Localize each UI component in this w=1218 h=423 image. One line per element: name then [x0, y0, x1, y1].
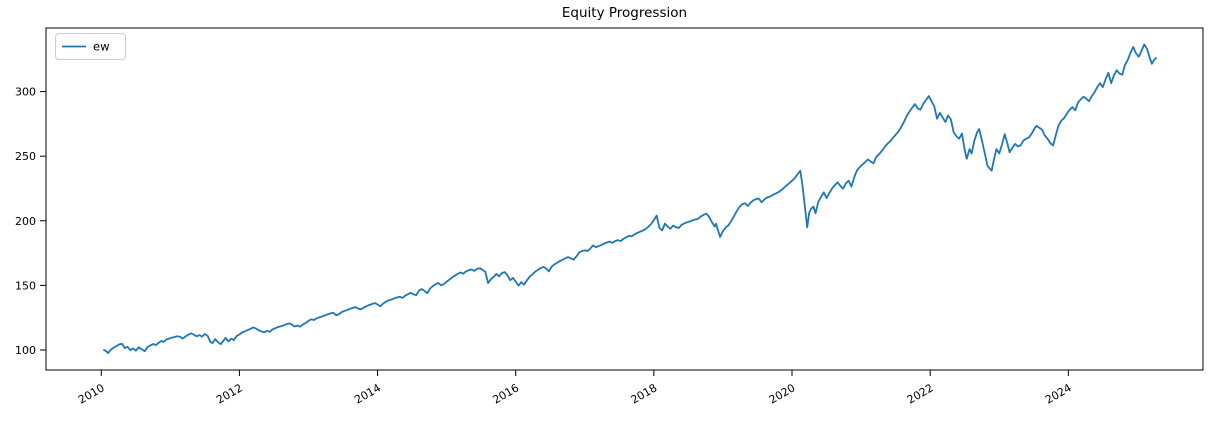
legend-label: ew	[93, 40, 109, 54]
x-axis-ticks: 2010 2012 2014 2016 2018 2020 2022 2024	[76, 370, 1074, 407]
x-tick-label: 2024	[1043, 381, 1074, 406]
y-tick-label: 200	[15, 215, 36, 228]
equity-line-series-ew	[103, 43, 1157, 354]
x-tick-label: 2016	[490, 381, 521, 406]
x-tick-label: 2018	[629, 381, 660, 406]
x-tick-label: 2014	[352, 381, 383, 406]
x-tick-label: 2022	[905, 381, 936, 406]
x-tick-label: 2012	[214, 381, 245, 406]
y-tick-label: 100	[15, 344, 36, 357]
plot-area	[46, 28, 1203, 370]
axes-frame	[45, 27, 1204, 371]
y-axis-ticks: 100 150 200 250 300	[15, 86, 46, 357]
y-tick-label: 300	[15, 86, 36, 99]
chart-title: Equity Progression	[562, 5, 687, 21]
legend: ew	[55, 33, 126, 60]
legend-box	[55, 33, 126, 60]
y-tick-label: 150	[15, 279, 36, 292]
x-tick-label: 2010	[76, 381, 107, 406]
x-tick-label: 2020	[767, 381, 798, 406]
y-tick-label: 250	[15, 150, 36, 163]
